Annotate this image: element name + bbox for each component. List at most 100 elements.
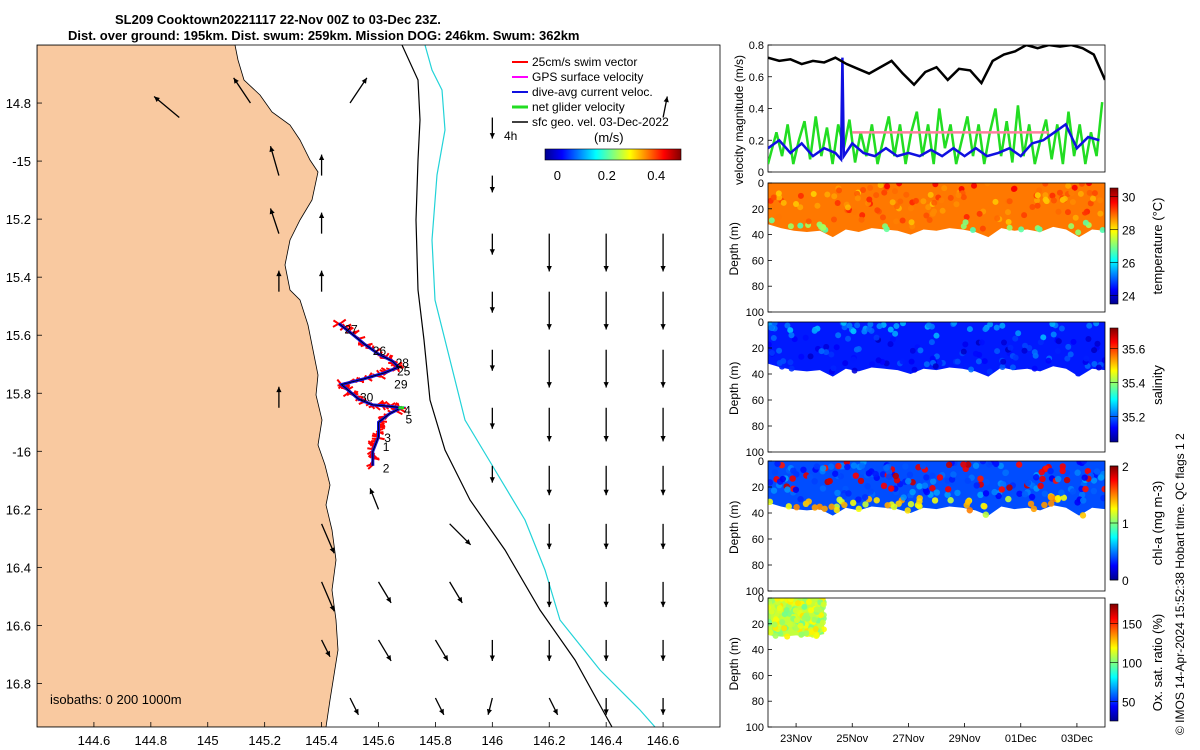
velocity-ylabel: velocity magnitude (m/s)	[732, 55, 746, 185]
section-sample	[939, 207, 946, 214]
geo-vector-head	[546, 655, 552, 661]
section-sample	[831, 193, 838, 200]
section-sample	[784, 633, 791, 640]
section-sample	[1032, 474, 1040, 481]
section-y-tick-label: 0	[758, 178, 764, 190]
section-y-tick-label: 80	[752, 560, 764, 572]
section-sample	[862, 501, 869, 508]
section-sample	[769, 349, 776, 356]
section-fill	[768, 322, 1105, 377]
section-sample	[830, 216, 837, 223]
geo-vector-head	[353, 708, 359, 715]
section-sample	[931, 199, 938, 206]
geo-vector-head	[489, 477, 495, 483]
legend-gps: GPS surface velocity	[532, 70, 643, 84]
section-sample	[850, 328, 857, 335]
section-sample	[962, 219, 969, 226]
velocity-series	[768, 45, 1105, 165]
geo-vector-head	[439, 708, 444, 715]
section-sample	[920, 198, 927, 205]
section-sample	[810, 191, 817, 198]
section-sample	[944, 486, 952, 493]
section-sample	[973, 482, 980, 489]
section-sample	[874, 207, 881, 214]
section-sample	[855, 496, 862, 503]
section-sample	[808, 607, 815, 614]
section-sample	[1091, 360, 1098, 367]
section-sample	[927, 191, 934, 198]
time-tick-label: 25Nov	[836, 733, 868, 745]
legend-net: net glider velocity	[532, 100, 625, 114]
section-sample	[789, 475, 796, 482]
speed-colorbar-tick-label: 0.4	[647, 168, 665, 183]
section-sample	[992, 461, 1000, 468]
section-sample	[1055, 338, 1062, 345]
section-sample	[814, 202, 821, 209]
section-sample	[1093, 322, 1100, 327]
section-sample	[807, 353, 814, 360]
map-y-tick-label: 16.2	[6, 502, 31, 517]
credit-text: © IMOS 14-Apr-2024 15:52:38 Hobart time.…	[1173, 433, 1187, 735]
day-label: 27	[344, 322, 358, 336]
map-x-tick-label: 146.6	[647, 733, 680, 748]
section-sample	[1084, 467, 1092, 475]
section-sample	[803, 630, 810, 637]
section-sample	[899, 358, 906, 365]
section-sample	[1015, 461, 1023, 468]
section-sample	[770, 334, 777, 341]
section-sample	[1041, 490, 1049, 497]
map-y-tick-label: 15.2	[6, 212, 31, 227]
section-sample	[887, 326, 894, 333]
speed-colorbar-tick-label: 0.2	[598, 168, 616, 183]
section-sample	[1036, 226, 1043, 233]
section-sample	[1097, 474, 1105, 481]
section-sample	[951, 322, 958, 326]
section-sample	[992, 198, 999, 205]
section-sample	[1086, 189, 1093, 196]
section-sample	[978, 339, 985, 346]
section-sample	[1058, 325, 1065, 332]
section-sample	[982, 511, 990, 518]
section-sample	[999, 481, 1007, 488]
section-colorbar-label: Ox. sat. ratio (%)	[1150, 614, 1165, 712]
geo-vector-head	[603, 435, 609, 442]
section-sample	[1039, 475, 1046, 483]
section-sample	[827, 463, 835, 470]
section-sample	[950, 471, 957, 478]
section-ylabel: Depth (m)	[727, 501, 741, 554]
section-sample	[1090, 477, 1098, 484]
section-sample	[929, 472, 936, 479]
section-sample	[787, 327, 794, 334]
section-sample	[1049, 322, 1056, 328]
section-sample	[1065, 183, 1072, 189]
section-sample	[1093, 468, 1101, 475]
section-sample	[859, 212, 866, 219]
speed-colorbar	[544, 148, 682, 161]
section-sample	[813, 606, 820, 613]
section-sample	[928, 339, 935, 346]
section-colorbar-tick-label: 50	[1122, 696, 1136, 710]
section-sample	[877, 183, 884, 189]
section-colorbar	[1109, 187, 1119, 305]
section-sample	[998, 486, 1006, 493]
section-sample	[845, 490, 852, 497]
section-sample	[820, 601, 827, 608]
section-sample	[774, 598, 781, 602]
geo-vector-head	[546, 601, 552, 608]
geo-vector-head	[442, 654, 449, 661]
section-sample	[837, 473, 845, 480]
section-sample	[1080, 497, 1087, 504]
section-sample	[819, 485, 827, 492]
section-sample	[905, 478, 912, 485]
section-sample	[954, 358, 961, 365]
section-sample	[872, 470, 879, 478]
geo-vector-head	[276, 270, 282, 277]
section-sample	[892, 472, 899, 480]
section-sample	[947, 194, 954, 201]
section-sample	[909, 488, 916, 496]
section-sample	[811, 616, 818, 623]
section-sample	[821, 505, 828, 512]
section-sample	[884, 502, 891, 509]
section-sample	[1059, 467, 1066, 475]
section-sample	[797, 204, 804, 211]
